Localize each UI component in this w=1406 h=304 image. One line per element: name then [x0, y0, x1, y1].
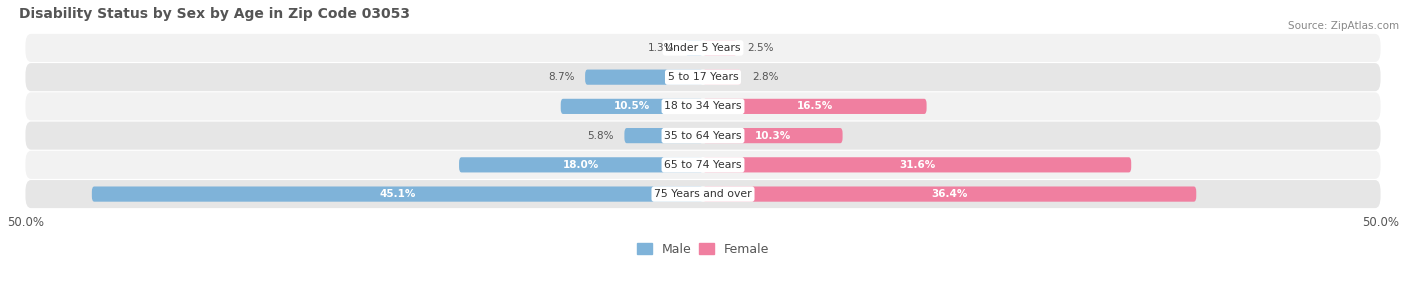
Text: 65 to 74 Years: 65 to 74 Years	[664, 160, 742, 170]
Text: 5 to 17 Years: 5 to 17 Years	[668, 72, 738, 82]
Text: Disability Status by Sex by Age in Zip Code 03053: Disability Status by Sex by Age in Zip C…	[18, 7, 409, 21]
Text: 1.3%: 1.3%	[648, 43, 675, 53]
Text: 10.5%: 10.5%	[614, 101, 650, 111]
FancyBboxPatch shape	[561, 99, 703, 114]
FancyBboxPatch shape	[703, 40, 737, 56]
Text: 36.4%: 36.4%	[931, 189, 967, 199]
Text: Under 5 Years: Under 5 Years	[665, 43, 741, 53]
Text: 18.0%: 18.0%	[562, 160, 599, 170]
FancyBboxPatch shape	[25, 151, 1381, 179]
Text: Source: ZipAtlas.com: Source: ZipAtlas.com	[1288, 21, 1399, 31]
Text: 2.5%: 2.5%	[748, 43, 775, 53]
FancyBboxPatch shape	[685, 40, 703, 56]
Text: 16.5%: 16.5%	[797, 101, 832, 111]
FancyBboxPatch shape	[585, 70, 703, 85]
Text: 10.3%: 10.3%	[755, 131, 792, 141]
FancyBboxPatch shape	[703, 128, 842, 143]
Text: 5.8%: 5.8%	[588, 131, 613, 141]
FancyBboxPatch shape	[460, 157, 703, 172]
FancyBboxPatch shape	[91, 186, 703, 202]
FancyBboxPatch shape	[25, 63, 1381, 91]
Text: 45.1%: 45.1%	[380, 189, 416, 199]
Text: 31.6%: 31.6%	[898, 160, 935, 170]
Text: 8.7%: 8.7%	[548, 72, 574, 82]
FancyBboxPatch shape	[25, 122, 1381, 150]
FancyBboxPatch shape	[703, 157, 1132, 172]
Text: 75 Years and over: 75 Years and over	[654, 189, 752, 199]
Legend: Male, Female: Male, Female	[631, 238, 775, 261]
FancyBboxPatch shape	[624, 128, 703, 143]
Text: 2.8%: 2.8%	[752, 72, 779, 82]
FancyBboxPatch shape	[25, 34, 1381, 62]
FancyBboxPatch shape	[703, 99, 927, 114]
FancyBboxPatch shape	[703, 70, 741, 85]
FancyBboxPatch shape	[25, 92, 1381, 120]
Text: 18 to 34 Years: 18 to 34 Years	[664, 101, 742, 111]
FancyBboxPatch shape	[703, 186, 1197, 202]
Text: 35 to 64 Years: 35 to 64 Years	[664, 131, 742, 141]
FancyBboxPatch shape	[25, 180, 1381, 208]
